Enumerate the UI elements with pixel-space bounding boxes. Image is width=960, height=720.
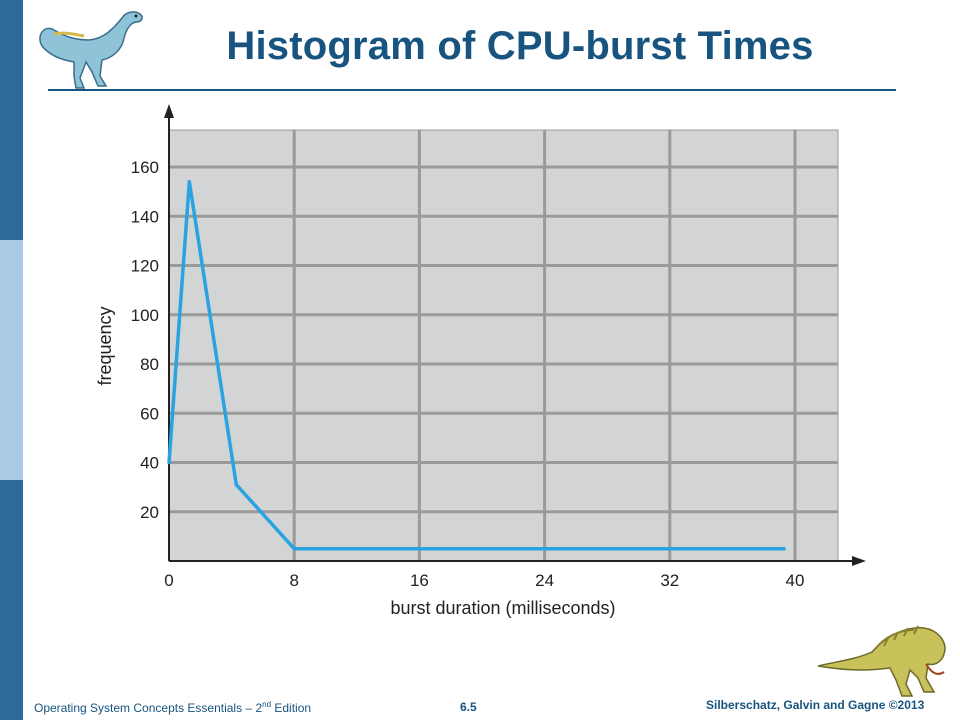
x-tick-label: 8 <box>289 571 298 590</box>
dinosaur-top-left-icon <box>39 11 143 89</box>
x-tick-label: 24 <box>535 571 554 590</box>
x-tick-label: 32 <box>660 571 679 590</box>
y-tick-label: 40 <box>140 454 159 473</box>
grid-lines <box>169 130 838 561</box>
data-point <box>167 461 171 464</box>
y-tick-label: 80 <box>140 355 159 374</box>
tick-labels: 0 8 16 24 32 40 20 40 60 80 100 120 140 160 <box>131 158 805 590</box>
x-axis-arrow-icon <box>852 556 866 566</box>
sidebar-strip-highlight <box>0 240 23 480</box>
footer-book-title-main: Operating System Concepts Essentials – 2 <box>34 701 263 715</box>
x-tick-label: 16 <box>410 571 429 590</box>
y-tick-label: 140 <box>131 207 159 226</box>
footer-book-title-sup: nd <box>262 700 272 709</box>
series-layer <box>167 180 786 551</box>
axes <box>164 104 866 566</box>
data-point <box>292 547 296 551</box>
y-tick-label: 160 <box>131 158 159 177</box>
footer-book-title: Operating System Concepts Essentials – 2… <box>34 700 311 715</box>
copyright: Silberschatz, Galvin and Gagne ©2013 <box>706 698 925 712</box>
x-tick-label: 40 <box>786 571 805 590</box>
y-tick-label: 60 <box>140 404 159 423</box>
y-axis-arrow-icon <box>164 104 174 118</box>
footer-book-title-end: Edition <box>271 701 312 715</box>
data-point <box>234 483 238 487</box>
data-point <box>187 180 191 184</box>
x-tick-label: 0 <box>164 571 173 590</box>
y-tick-label: 100 <box>131 306 159 325</box>
data-point <box>782 547 786 551</box>
histogram-chart: 0 8 16 24 32 40 20 40 60 80 100 120 140 160 burst dur… <box>95 104 866 618</box>
y-tick-label: 120 <box>131 257 159 276</box>
title-underline <box>48 89 896 91</box>
dinosaur-bottom-right-icon <box>817 625 946 697</box>
y-axis-label: frequency <box>95 306 115 385</box>
y-tick-label: 20 <box>140 503 159 522</box>
slide-title: Histogram of CPU-burst Times <box>226 24 814 68</box>
plot-background <box>168 129 839 562</box>
x-axis-label: burst duration (milliseconds) <box>390 598 615 618</box>
page-number: 6.5 <box>460 700 477 714</box>
